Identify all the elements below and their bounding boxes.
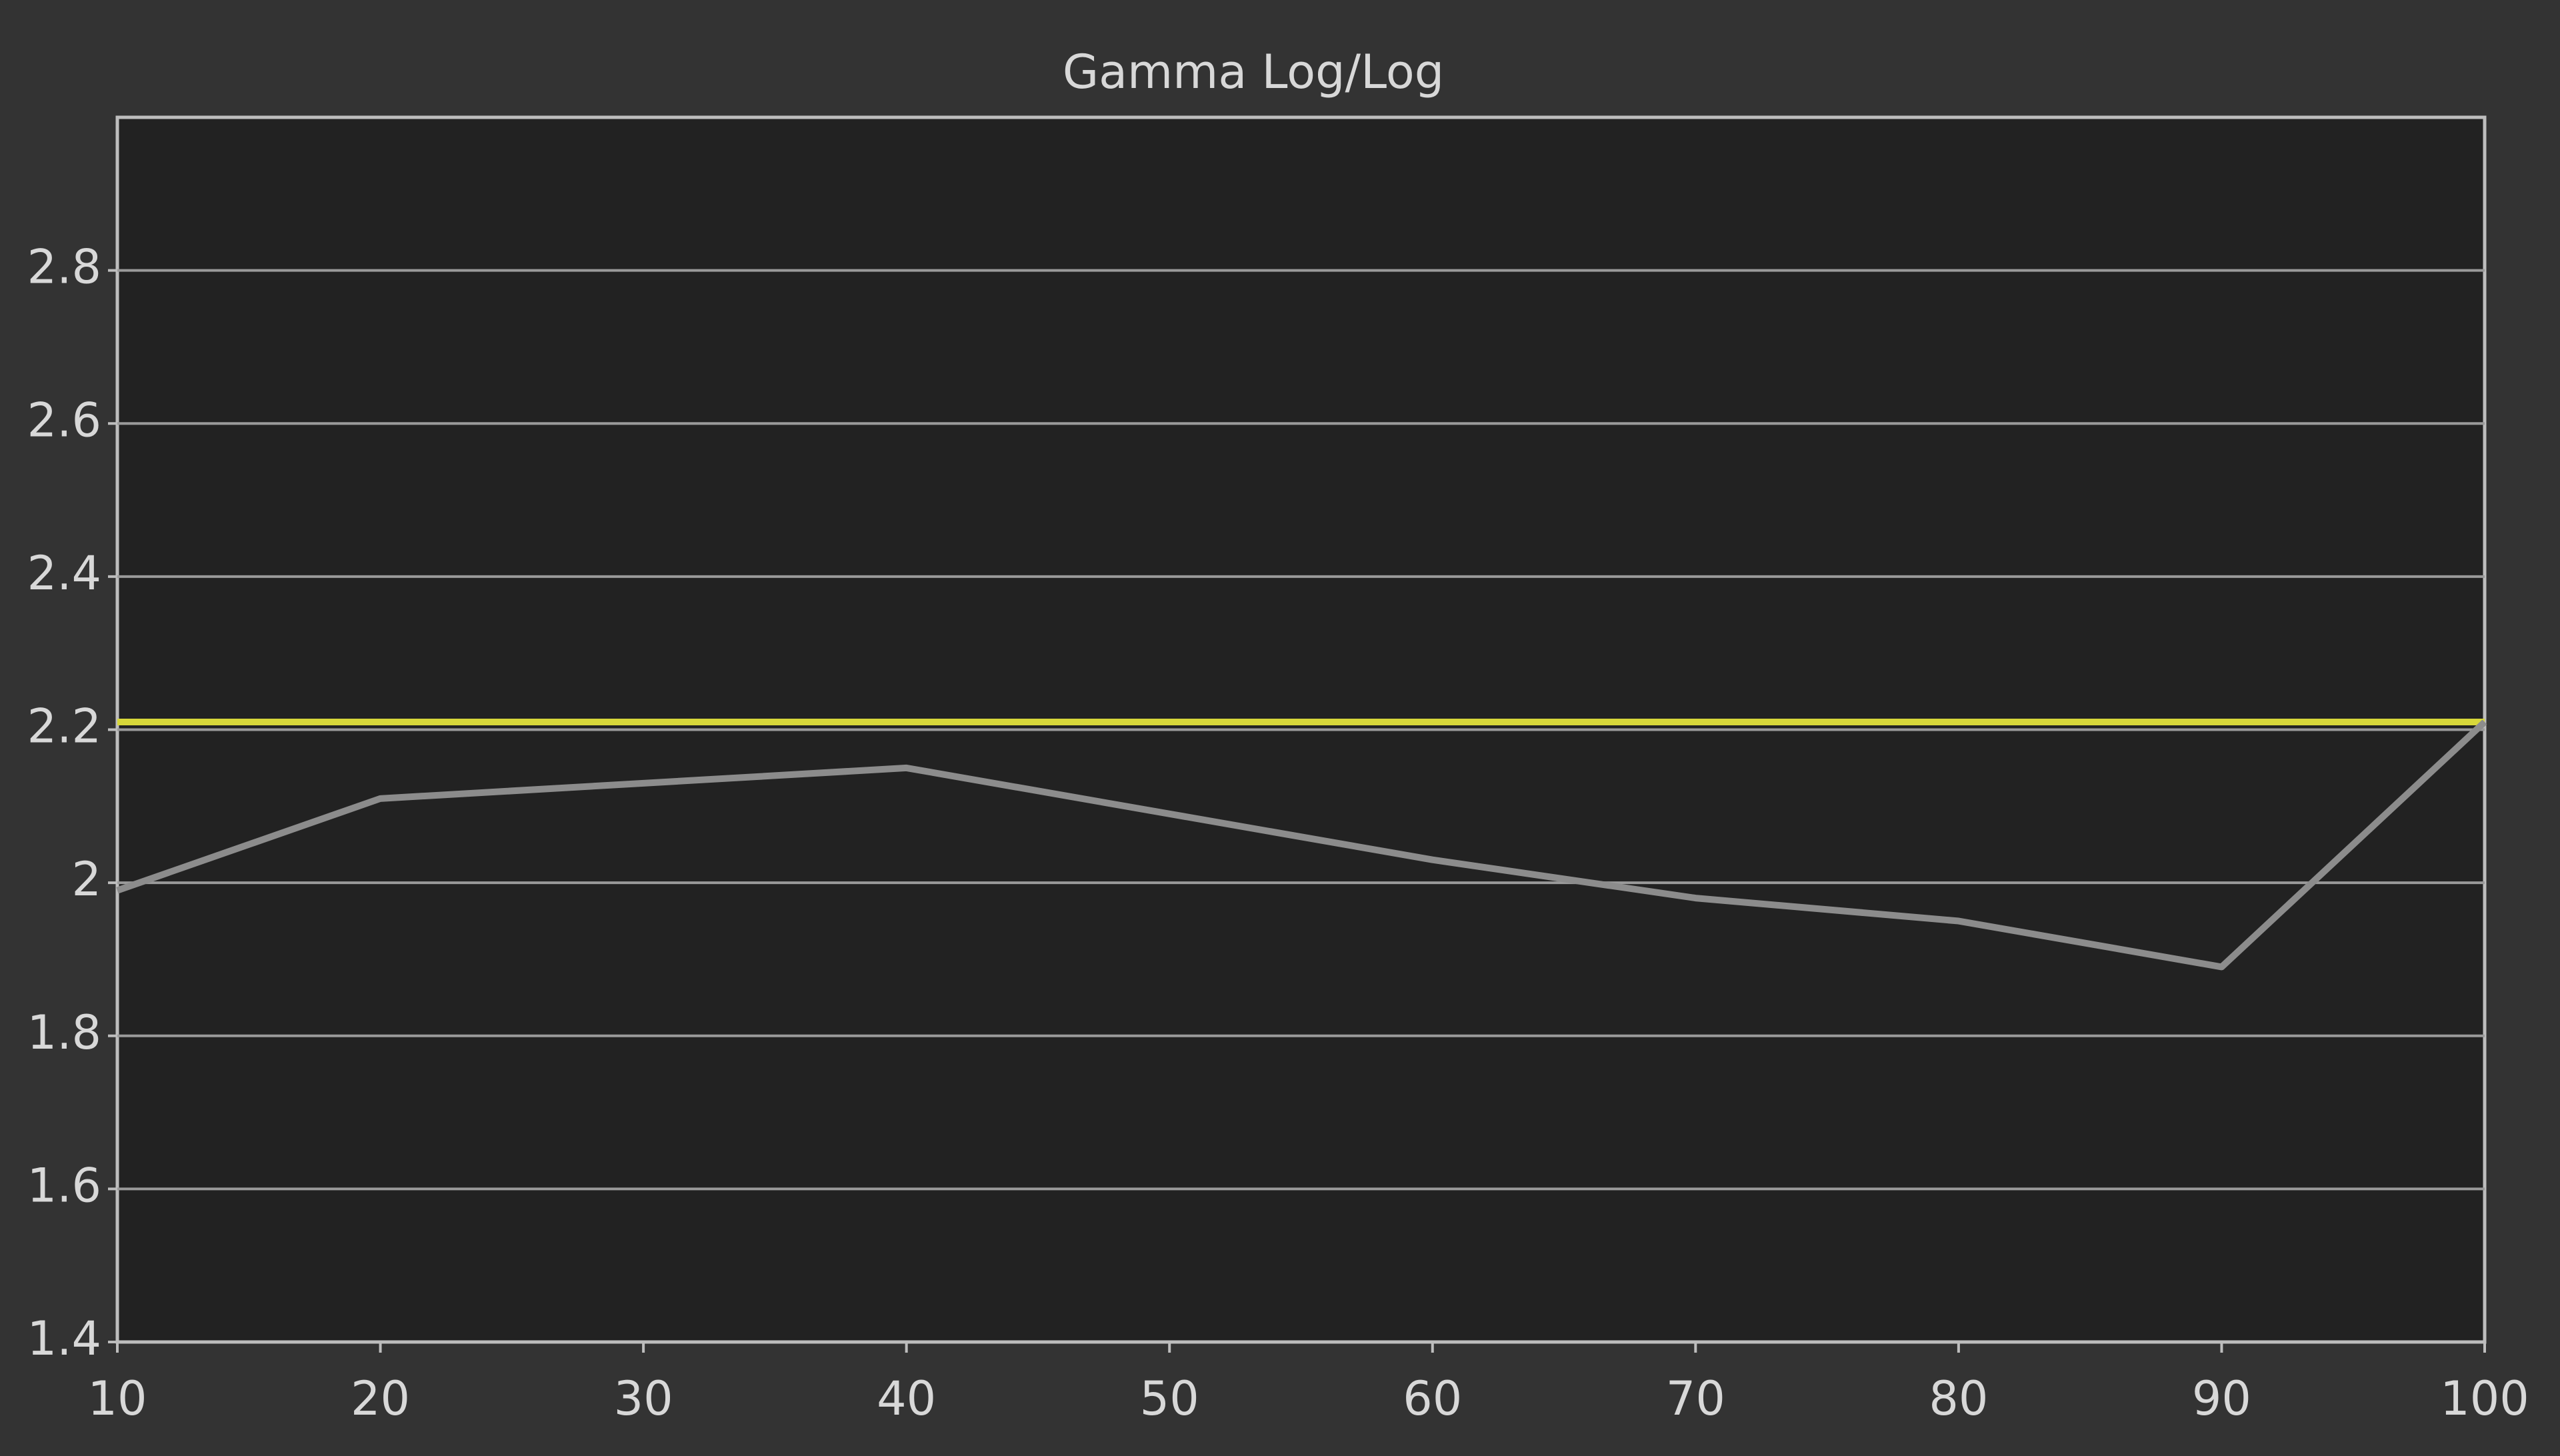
x-tick-label: 80 — [1929, 1371, 1988, 1426]
y-tick-label: 1.8 — [27, 1005, 101, 1060]
y-tick-label: 2.6 — [27, 393, 101, 447]
y-tick-label: 2 — [71, 852, 101, 907]
x-tick-label: 90 — [2192, 1371, 2251, 1426]
x-tick-label: 40 — [877, 1371, 936, 1426]
x-tick-label: 20 — [351, 1371, 410, 1426]
y-tick-label: 1.6 — [27, 1158, 101, 1213]
y-tick-label: 2.4 — [27, 546, 101, 601]
x-tick-label: 10 — [87, 1371, 147, 1426]
chart-title: Gamma Log/Log — [1063, 45, 1444, 99]
y-tick-label: 2.2 — [27, 699, 101, 754]
x-tick-label: 60 — [1403, 1371, 1462, 1426]
x-tick-label: 50 — [1140, 1371, 1199, 1426]
x-tick-label: 30 — [614, 1371, 673, 1426]
series-line — [116, 719, 2487, 971]
x-tick-label: 100 — [2440, 1371, 2529, 1426]
x-tick-label: 70 — [1666, 1371, 1725, 1426]
y-tick-label: 2.8 — [27, 240, 101, 295]
y-tick-label: 1.4 — [27, 1311, 101, 1366]
